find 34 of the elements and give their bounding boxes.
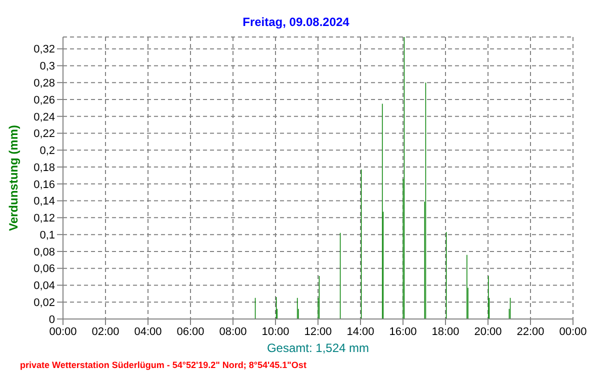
x-tick-label: 08:00 <box>219 326 247 338</box>
y-tick-label: 0,04 <box>34 280 55 292</box>
x-tick-label: 12:00 <box>304 326 332 338</box>
y-tick-label: 0,24 <box>34 111 55 124</box>
y-tick-label: 0,06 <box>34 263 55 276</box>
x-tick-label: 20:00 <box>474 326 502 338</box>
y-tick-label: 0,08 <box>34 246 55 258</box>
y-tick-label: 0 <box>48 314 55 326</box>
y-tick-label: 0,2 <box>40 145 55 158</box>
text: private Wetterstation Süderlügum - 54°52'19.2" Nord; 8°54'45.1"Ost <box>20 360 306 370</box>
x-tick-label: 16:00 <box>389 326 417 338</box>
x-tick-label: 18:00 <box>432 326 460 338</box>
y-tick-label: 0,14 <box>34 196 55 208</box>
x-axis-title: Gesamt: 1,524 mm <box>266 341 370 355</box>
x-tick-label: 14:00 <box>346 326 374 338</box>
x-tick-label: 00:00 <box>49 326 77 338</box>
y-tick-label: 0,18 <box>34 162 55 174</box>
y-tick-label: 0,16 <box>34 178 55 191</box>
y-tick-label: 0,28 <box>34 78 55 90</box>
y-axis-title: Verdunstung (mm) <box>6 124 20 232</box>
y-tick-label: 0,22 <box>34 128 55 140</box>
x-tick-label: 00:00 <box>559 326 587 338</box>
x-tick-label: 06:00 <box>176 326 204 338</box>
x-tick-label: 10:00 <box>262 326 290 338</box>
x-tick-label: 02:00 <box>92 326 120 338</box>
x-tick-label: 22:00 <box>516 326 544 338</box>
y-tick-label: 0,32 <box>34 44 55 56</box>
y-tick-label: 0,3 <box>40 60 55 73</box>
x-tick-label: 04:00 <box>134 326 162 338</box>
y-tick-label: 0,02 <box>34 297 55 310</box>
y-tick-label: 0,26 <box>34 94 55 106</box>
chart-title: Freitag, 09.08.2024 <box>242 15 350 29</box>
y-tick-label: 0,12 <box>34 212 55 225</box>
y-tick-label: 0,1 <box>40 229 55 242</box>
